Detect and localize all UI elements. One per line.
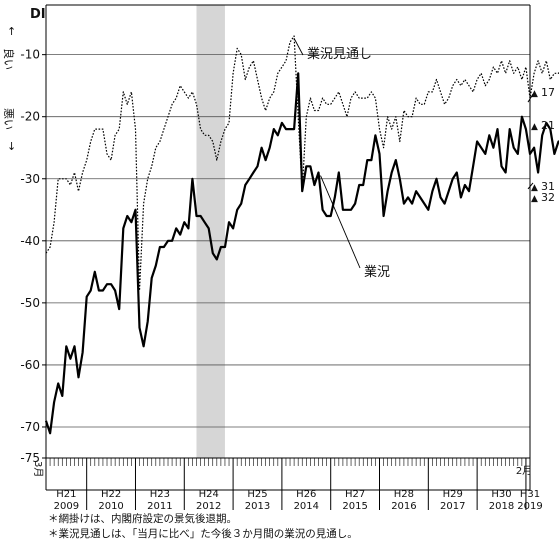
series-line (45, 35, 559, 292)
x-era-label: H26 (296, 489, 316, 500)
x-era-label: H23 (150, 489, 170, 500)
annotation-label: 業況見通し (307, 46, 372, 62)
y-tick-label: -75 (20, 451, 40, 465)
x-year-label: 2009 (54, 501, 79, 512)
end-marker: ▲ (531, 194, 538, 204)
x-era-label: H25 (247, 489, 267, 500)
x-year-label: 2017 (440, 501, 465, 512)
end-value-label: 21 (541, 119, 555, 132)
x-year-label: 2013 (245, 501, 270, 512)
y-tick-label: -70 (20, 420, 40, 434)
note-shading: ＊網掛けは、内閣府設定の景気後退期。 (48, 513, 237, 525)
end-value-label: 31 (541, 180, 555, 193)
x-era-label: H28 (394, 489, 414, 500)
y-direction-up-arrow: ↑ (7, 25, 16, 38)
y-tick-label: -50 (20, 296, 40, 310)
y-tick-label: -40 (20, 234, 40, 248)
y-tick-label: -20 (20, 110, 40, 124)
x-era-label: H21 (56, 489, 76, 500)
annotation-leader (320, 175, 361, 269)
y-tick-label: -10 (20, 48, 40, 62)
y-tick-label: -60 (20, 358, 40, 372)
x-year-label: 2010 (98, 501, 123, 512)
y-direction-up-label: 良い (2, 48, 16, 70)
y-direction-down-arrow: ↓ (7, 140, 16, 153)
end-value-label: 17 (541, 86, 555, 99)
recession-shading (196, 5, 225, 458)
x-year-label: 2011 (147, 501, 172, 512)
end-arrow (527, 93, 534, 103)
y-axis-label: DI (30, 7, 46, 22)
x-year-label: 2015 (342, 501, 367, 512)
x-era-label: H27 (345, 489, 365, 500)
end-arrow (527, 182, 534, 190)
x-year-label: 2016 (391, 501, 416, 512)
end-value-label: 32 (541, 191, 555, 204)
y-direction-down-label: 悪い (2, 108, 15, 130)
annotation-leader (293, 38, 304, 56)
end-marker: ▲ (531, 183, 538, 193)
x-era-label: H22 (101, 489, 121, 500)
x-year-label: 2018 (489, 501, 514, 512)
x-start-month-label: 3月 (32, 461, 44, 477)
x-year-label: 2012 (196, 501, 221, 512)
series-line (44, 72, 559, 435)
x-era-label: H31 (520, 489, 540, 500)
x-era-label: H29 (443, 489, 463, 500)
x-year-label: 2014 (294, 501, 319, 512)
y-tick-label: -30 (20, 172, 40, 186)
x-era-label: H24 (199, 489, 219, 500)
end-marker: ▲ (531, 122, 538, 132)
note-outlook: ＊業況見通しは、「当月に比べ」た今後３か月間の業況の見通し。 (48, 528, 358, 540)
x-end-month-label: 2月 (516, 465, 532, 477)
annotation-label: 業況 (364, 264, 390, 280)
x-era-label: H30 (491, 489, 511, 500)
end-marker: ▲ (531, 89, 538, 99)
x-year-label: 2019 (517, 501, 542, 512)
